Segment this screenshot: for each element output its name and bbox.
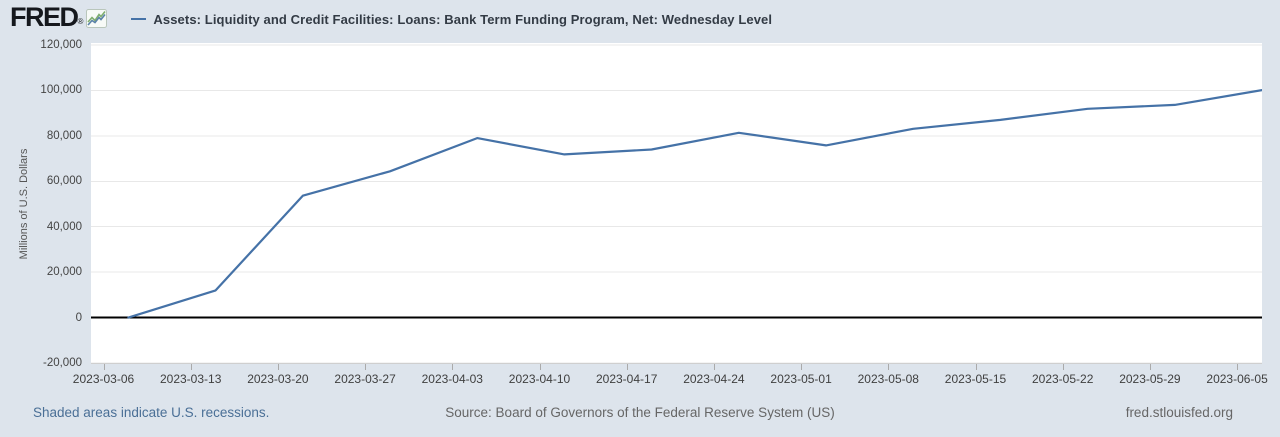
line-chart [91,44,1262,363]
fred-site-link[interactable]: fred.stlouisfed.org [1125,405,1233,420]
x-tick-label: 2023-05-22 [1031,372,1094,386]
y-tick-label: 80,000 [46,130,82,142]
x-tick-mark [190,364,192,370]
x-tick-label: 2023-03-27 [334,372,396,386]
y-tick-label: -20,000 [42,357,82,369]
x-tick-mark [277,364,279,370]
y-tick-label: 100,000 [40,84,82,96]
fred-logo-chart-icon [86,9,108,33]
x-tick-label: 2023-05-08 [857,372,919,386]
x-tick-label: 2023-05-01 [770,372,832,386]
y-tick-label: 120,000 [40,39,82,51]
x-tick-mark [975,364,977,370]
y-tick-label: 40,000 [46,221,82,233]
legend-dash-icon [131,18,147,20]
x-tick-label: 2023-03-20 [247,372,309,386]
x-tick-label: 2023-04-24 [683,372,745,386]
x-tick-mark [365,364,367,370]
x-tick-mark [452,364,454,370]
x-tick-mark [103,364,105,370]
x-tick-label: 2023-03-13 [159,372,222,386]
series-legend: Assets: Liquidity and Credit Facilities:… [131,12,772,27]
x-tick-mark [626,364,628,370]
registered-mark: ® [77,16,84,26]
plot-area [91,43,1262,364]
fred-logo[interactable]: FRED® [10,1,84,32]
x-tick-mark [713,364,715,370]
x-tick-mark [801,364,803,370]
x-tick-label: 2023-05-15 [944,372,1007,386]
y-axis-title: Millions of U.S. Dollars [18,148,30,260]
x-tick-mark [1149,364,1151,370]
x-tick-mark [1062,364,1064,370]
y-tick-label: 0 [75,312,82,324]
x-tick-mark [888,364,890,370]
graph-header: FRED® Assets: Liquidity and Credit Facil… [10,1,772,33]
x-tick-label: 2023-06-05 [1206,372,1268,386]
y-tick-label: 60,000 [46,175,82,187]
x-tick-label: 2023-04-10 [508,372,571,386]
x-tick-mark [539,364,541,370]
x-tick-label: 2023-05-29 [1119,372,1181,386]
y-tick-label: 20,000 [46,266,82,278]
x-tick-label: 2023-04-03 [421,372,483,386]
x-tick-mark [1237,364,1239,370]
source-text: Source: Board of Governors of the Federa… [445,405,835,420]
x-tick-label: 2023-04-17 [595,372,658,386]
x-tick-label: 2023-03-06 [72,372,135,386]
series-line [127,88,1262,319]
recessions-note-link[interactable]: Shaded areas indicate U.S. recessions. [33,405,270,420]
series-title: Assets: Liquidity and Credit Facilities:… [153,11,773,27]
